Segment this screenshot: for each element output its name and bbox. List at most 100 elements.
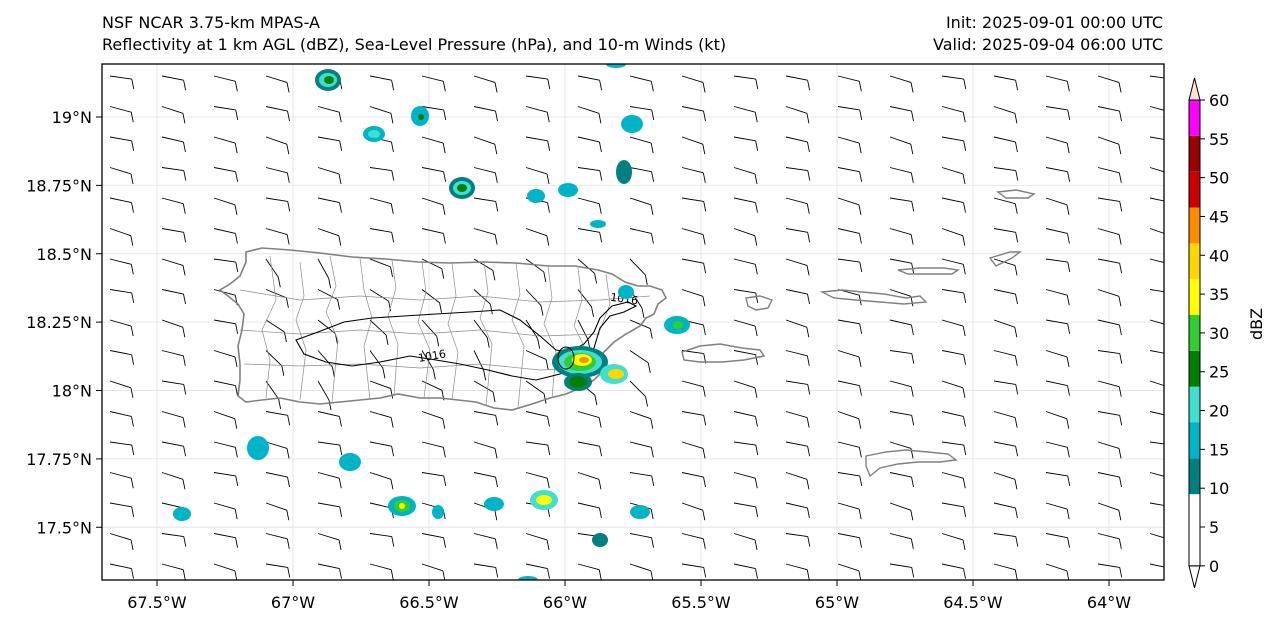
wind-barb: [733, 563, 758, 579]
colorbar-tick-label: 60: [1209, 91, 1229, 110]
wind-barb: [369, 228, 395, 243]
wind-barb: [473, 289, 493, 315]
wind-barb: [161, 289, 186, 305]
wind-barb: [473, 319, 490, 348]
radar-cell: [388, 496, 416, 516]
wind-barb: [1045, 350, 1070, 368]
colorbar-tick-label: 40: [1209, 246, 1229, 265]
wind-barb: [213, 228, 238, 244]
wind-barb: [421, 228, 446, 244]
wind-barb: [941, 258, 966, 275]
lon-tick-label: 65.5°W: [671, 593, 731, 612]
wind-barb: [1149, 380, 1164, 387]
wind-barb: [785, 380, 811, 395]
lon-tick-label: 67°W: [271, 593, 315, 612]
longitude-axis: 67.5°W 67°W 66.5°W 66°W 65.5°W 65°W 64.5°W 64°W: [127, 580, 1131, 612]
wind-barb: [785, 197, 810, 214]
wind-barb: [1097, 75, 1122, 93]
wind-barb: [473, 197, 499, 212]
wind-barb: [837, 441, 862, 458]
wind-barb: [161, 350, 186, 366]
colorbar-tick-label: 15: [1209, 440, 1229, 459]
valid-time: Valid: 2025-09-04 06:00 UTC: [932, 35, 1163, 54]
wind-barb: [265, 228, 290, 245]
colorbar-segment: [1189, 386, 1200, 423]
wind-barb: [161, 533, 187, 547]
wind-barb: [473, 228, 498, 245]
radar-cell: [621, 115, 643, 133]
wind-barb: [993, 411, 1018, 428]
wind-barb: [681, 502, 706, 521]
wind-barb: [161, 167, 187, 181]
wind-barb: [577, 502, 602, 519]
wind-barb: [525, 228, 550, 246]
wind-barb: [837, 472, 863, 487]
wind-barb: [941, 411, 966, 427]
wind-barb: [889, 563, 915, 578]
wind-barb: [577, 411, 602, 428]
wind-barb: [785, 350, 810, 366]
wind-barb: [941, 319, 966, 337]
wind-barb: [1045, 258, 1071, 273]
wind-barb: [733, 441, 759, 456]
wind-barb: [941, 167, 966, 185]
wind-barb: [993, 136, 1018, 153]
radar-cell: [592, 533, 608, 547]
wind-barb: [837, 380, 862, 396]
lat-tick-label: 19°N: [52, 108, 92, 127]
fields-description: Reflectivity at 1 km AGL (dBZ), Sea-Leve…: [102, 35, 727, 54]
wind-barb: [473, 258, 496, 281]
colorbar-tick-label: 5: [1209, 518, 1219, 537]
wind-barb: [213, 472, 239, 487]
lat-tick-label: 18.5°N: [36, 245, 92, 264]
wind-barb: [1045, 228, 1070, 244]
lat-tick-label: 18.75°N: [26, 176, 92, 195]
wind-barb: [941, 75, 967, 90]
wind-barb: [161, 563, 186, 580]
colorbar-tick-label: 30: [1209, 324, 1229, 343]
wind-barb: [889, 75, 914, 93]
wind-barb: [1149, 258, 1164, 263]
wind-barb: [629, 167, 655, 182]
wind-barb: [369, 441, 395, 457]
wind-barb: [1045, 380, 1070, 396]
wind-barb: [785, 502, 810, 519]
wind-barb: [941, 289, 967, 304]
wind-barb: [161, 472, 186, 490]
wind-barb: [629, 319, 653, 339]
wind-barb: [889, 472, 914, 488]
wind-barb: [1045, 75, 1070, 92]
st-thomas-coastline: [819, 289, 928, 305]
colorbar-segment: [1189, 530, 1200, 566]
wind-barb: [213, 106, 239, 121]
wind-barb: [837, 106, 863, 121]
radar-cell: [363, 126, 385, 142]
wind-barb: [265, 380, 282, 410]
wind-barb: [837, 502, 862, 520]
wind-barb: [577, 472, 602, 490]
wind-barb: [1097, 106, 1122, 122]
wind-barb: [161, 380, 187, 395]
wind-barb: [733, 502, 759, 517]
wind-barb: [421, 106, 447, 121]
wind-barb: [421, 411, 446, 429]
colorbar-segment: [1189, 422, 1200, 459]
wind-barb: [993, 502, 1018, 519]
wind-barb: [1097, 350, 1123, 364]
wind-barb: [681, 75, 706, 93]
wind-barb: [265, 258, 281, 288]
wind-barb: [317, 502, 343, 517]
wind-barb: [785, 106, 810, 124]
wind-barb: [733, 319, 758, 337]
wind-barb: [265, 136, 290, 155]
wind-barb: [1097, 136, 1122, 155]
wind-barb: [785, 136, 810, 153]
wind-barb: [421, 75, 446, 92]
wind-barb: [681, 533, 706, 549]
lat-tick-label: 18.25°N: [26, 313, 92, 332]
latitude-axis: 19°N 18.75°N 18.5°N 18.25°N 18°N 17.75°N 17.5°…: [26, 108, 102, 537]
wind-barb: [369, 563, 394, 580]
wind-barb: [421, 167, 447, 182]
wind-barb: [473, 472, 498, 488]
